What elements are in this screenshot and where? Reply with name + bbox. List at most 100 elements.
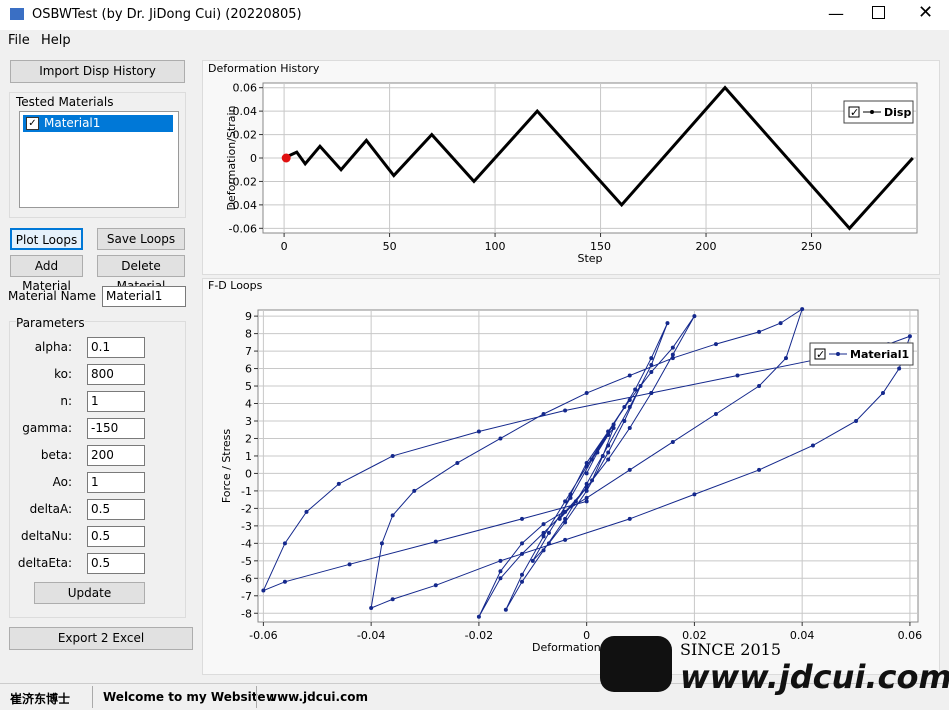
data-point [563, 499, 568, 504]
material-name-input[interactable]: Material1 [102, 286, 186, 307]
data-point [784, 356, 788, 361]
save-loops-button[interactable]: Save Loops [97, 228, 185, 250]
param-input[interactable]: 200 [87, 445, 145, 466]
x-tick-label: 0 [281, 240, 288, 253]
data-point [503, 607, 508, 612]
y-tick-label: 1 [245, 450, 252, 463]
y-tick-label: 0 [250, 152, 257, 165]
data-point [595, 450, 600, 455]
param-label: beta: [40, 448, 72, 462]
data-point [546, 541, 551, 546]
y-tick-label: -0.06 [229, 222, 257, 235]
watermark-site: www.jdcui.com [680, 658, 949, 696]
status-author: 崔济东博士 [10, 692, 71, 706]
data-point [606, 429, 611, 434]
y-tick-label: 6 [245, 363, 252, 376]
param-input[interactable]: 800 [87, 364, 145, 385]
data-point [390, 597, 395, 602]
data-point [584, 481, 589, 486]
data-point [541, 522, 546, 527]
y-tick-label: 0.04 [233, 105, 258, 118]
y-tick-label: -0.04 [229, 199, 257, 212]
material-list: ✓ Material1 [19, 111, 179, 208]
y-tick-label: -5 [241, 555, 252, 568]
parameters-group [9, 321, 186, 618]
data-point [498, 569, 503, 574]
data-point [854, 418, 859, 423]
data-point [622, 405, 627, 410]
y-tick-label: -3 [241, 520, 252, 533]
data-point [563, 509, 568, 514]
data-point [282, 579, 287, 584]
legend-check: ✓ [816, 348, 825, 361]
data-point [606, 457, 611, 462]
x-tick-label: -0.06 [249, 629, 277, 642]
add-material-button[interactable]: Add Material [10, 255, 83, 293]
data-point [498, 558, 503, 563]
param-label: ko: [54, 367, 72, 381]
data-point [670, 345, 675, 350]
maximize[interactable] [872, 6, 885, 19]
group-title: Tested Materials [16, 95, 114, 109]
param-input[interactable]: 1 [87, 472, 145, 493]
data-point [347, 562, 352, 567]
data-point [665, 321, 670, 326]
data-point [563, 408, 568, 413]
data-point [627, 425, 632, 430]
param-input[interactable]: 1 [87, 391, 145, 412]
data-point [713, 412, 718, 416]
y-axis-label: Deformation/Strain [225, 105, 238, 210]
param-label: Ao: [52, 475, 72, 489]
data-point [649, 363, 654, 368]
export-button[interactable]: Export 2 Excel [9, 627, 193, 650]
plot-loops-button[interactable]: Plot Loops [10, 228, 83, 250]
data-point [757, 384, 762, 389]
data-point [476, 614, 481, 619]
param-input[interactable]: 0.5 [87, 553, 145, 574]
data-point [713, 342, 718, 347]
data-point [670, 356, 675, 361]
data-point [563, 537, 568, 542]
data-point [757, 329, 762, 334]
data-point [412, 488, 417, 493]
data-point [557, 516, 562, 521]
data-point [261, 588, 266, 593]
param-input[interactable]: 0.5 [87, 526, 145, 547]
app-icon [10, 8, 24, 20]
data-point [498, 436, 503, 441]
x-tick-label: 0 [583, 629, 590, 642]
data-point [584, 499, 589, 504]
data-point [649, 356, 654, 361]
x-tick-label: 0.06 [898, 629, 923, 642]
import-button[interactable]: Import Disp History [10, 60, 185, 83]
param-input[interactable]: 0.5 [87, 499, 145, 520]
param-label: n: [60, 394, 72, 408]
data-point [584, 488, 589, 493]
menu-help[interactable]: Help [41, 33, 71, 48]
y-tick-label: 5 [245, 380, 252, 393]
data-point [670, 439, 675, 444]
data-point [541, 530, 546, 535]
update-button[interactable]: Update [34, 582, 145, 604]
param-input[interactable]: 0.1 [87, 337, 145, 358]
x-tick-label: -0.04 [357, 629, 385, 642]
data-point [541, 548, 546, 553]
chart-title: F-D Loops [208, 279, 263, 292]
checkbox[interactable]: ✓ [26, 117, 39, 130]
y-tick-label: -7 [241, 590, 252, 603]
y-tick-label: 9 [245, 310, 252, 323]
y-tick-label: 0 [245, 467, 252, 480]
list-item[interactable]: ✓ Material1 [23, 115, 173, 132]
current-step-marker [281, 153, 291, 163]
data-point [606, 443, 611, 448]
menu-file[interactable]: File [8, 33, 30, 48]
data-point [606, 450, 611, 455]
close[interactable]: ✕ [918, 2, 934, 23]
param-input[interactable]: -150 [87, 418, 145, 439]
data-point [627, 373, 632, 378]
minimize[interactable]: — [828, 4, 844, 23]
y-tick-label: 0.06 [233, 82, 258, 95]
list-item-label: Material1 [44, 116, 101, 130]
param-label: deltaEta: [17, 556, 72, 570]
legend-box [809, 342, 914, 366]
